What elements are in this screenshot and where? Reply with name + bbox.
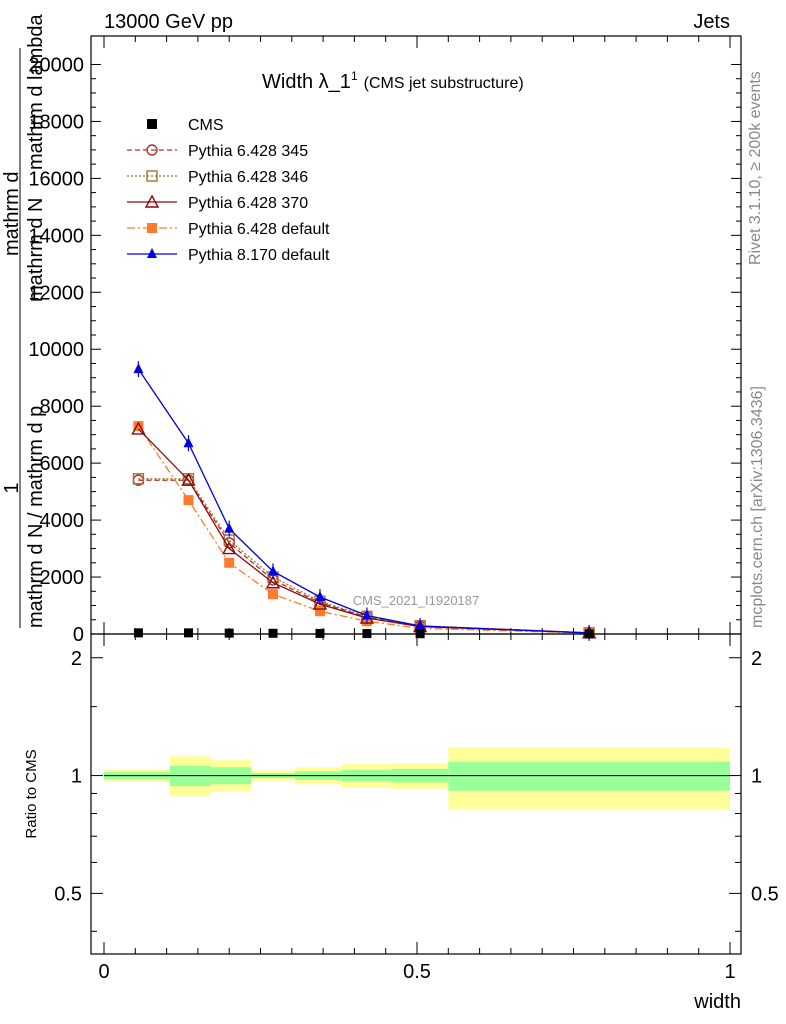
marker-triangle-filled	[133, 363, 144, 374]
plot-title-sup: 1	[351, 69, 358, 83]
rivet-version-label: Rivet 3.1.10, ≥ 200k events	[747, 71, 764, 265]
marker-square-filled	[224, 628, 234, 638]
ratio-y-tick-label-right: 2	[751, 648, 762, 670]
legend-label: Pythia 8.170 default	[188, 247, 330, 264]
ylabel-dn: mathrm d N	[25, 198, 47, 302]
main-y-tick-label: 4000	[40, 510, 85, 532]
marker-triangle-open	[222, 541, 237, 555]
legend-entry: Pythia 6.428 default	[127, 221, 330, 238]
ylabel-denominator: mathrm d N / mathrm d p	[25, 406, 47, 628]
header-right: Jets	[693, 11, 730, 33]
series-line	[137, 368, 590, 634]
ratio-y-tick-label: 0.5	[54, 883, 82, 905]
legend-entry: Pythia 6.428 370	[127, 194, 308, 212]
marker-triangle-open	[312, 596, 328, 610]
legend-label: CMS	[188, 117, 224, 134]
marker-triangle-open	[131, 421, 146, 435]
marker-square-filled	[133, 628, 143, 638]
main-y-tick-label: 12000	[28, 282, 84, 304]
marker-triangle-open	[181, 472, 196, 486]
marker-triangle-filled	[361, 609, 372, 620]
ylabel-d: mathrm d	[1, 172, 23, 256]
series-line	[137, 428, 590, 634]
main-y-tick-label: 0	[73, 624, 84, 646]
ratio-y-tick-label-right: 0.5	[751, 883, 779, 905]
ratio-y-ticks: 0.5 0.5 1 1 2 2	[54, 648, 779, 932]
ratio-y-tick-label: 1	[71, 766, 82, 788]
marker-square-open	[146, 170, 158, 182]
marker-square-filled	[147, 223, 157, 233]
plot-title-suffix: (CMS jet substructure)	[364, 75, 524, 92]
marker-triangle-open	[144, 194, 160, 208]
main-y-tick-label: 18000	[28, 111, 84, 133]
marker-square-filled	[184, 628, 194, 638]
ylabel-numerator: 1	[1, 482, 23, 493]
ratio-y-axis-label: Ratio to CMS	[23, 749, 40, 838]
marker-triangle-filled	[415, 620, 426, 631]
main-y-ticks: 0 2000 4000 6000 8000 10000 12000 14000 16000 180…	[28, 54, 741, 646]
main-y-tick-label: 8000	[40, 396, 85, 418]
marker-square-filled	[147, 119, 157, 129]
legend-label: Pythia 6.428 345	[188, 143, 308, 160]
marker-circle-open	[146, 144, 158, 156]
legend-label: Pythia 6.428 370	[188, 195, 308, 212]
main-panel: 0 2000 4000 6000 8000 10000 12000 14000 16000 180…	[28, 35, 742, 646]
legend: CMS Pythia 6.428 345 Pythia 6.428 346 Pythi…	[127, 117, 330, 264]
plot-title: Width λ_11 (CMS jet substructure)	[262, 69, 524, 93]
main-y-tick-label: 20000	[28, 54, 84, 76]
main-y-tick-label: 10000	[28, 339, 84, 361]
ratio-uncertainty-bands	[104, 747, 730, 810]
header-left: 13000 GeV pp	[104, 11, 233, 33]
marker-triangle-filled	[224, 522, 235, 533]
marker-square-filled	[224, 557, 235, 568]
marker-square-filled	[133, 421, 144, 432]
legend-entry: Pythia 6.428 345	[127, 143, 308, 160]
legend-label: Pythia 6.428 default	[188, 221, 330, 238]
marker-triangle-filled	[314, 590, 325, 601]
series-line	[138, 479, 590, 634]
ratio-y-tick-label: 2	[71, 648, 82, 670]
x-tick-label: 0.5	[403, 961, 431, 983]
main-y-tick-label: 16000	[28, 168, 84, 190]
series-lines	[131, 361, 597, 641]
x-tick-label: 0	[98, 961, 109, 983]
marker-triangle-filled	[268, 565, 279, 576]
legend-entry: Pythia 6.428 346	[127, 169, 308, 186]
main-y-axis-label: 1 mathrm d N / mathrm d p mathrm d mathr…	[1, 14, 47, 628]
x-tick-label: 1	[724, 961, 735, 983]
marker-triangle-open	[265, 575, 281, 589]
marker-square-filled	[268, 589, 279, 600]
plot-title-main: Width λ_1	[262, 71, 351, 93]
analysis-watermark: CMS_2021_I1920187	[353, 593, 480, 608]
legend-label: Pythia 6.428 346	[188, 169, 308, 186]
main-y-tick-label: 6000	[40, 453, 85, 475]
x-axis-label: width	[693, 991, 741, 1013]
marker-square-open	[132, 473, 145, 485]
series-pythia-6-428-345	[132, 474, 595, 639]
ratio-panel-frame	[90, 633, 742, 955]
marker-triangle-filled	[183, 437, 194, 448]
marker-square-filled	[314, 606, 325, 617]
ratio-inner-band	[448, 761, 730, 791]
marker-square-filled	[268, 628, 278, 638]
mcplots-credit-label: mcplots.cern.ch [arXiv:1306.3436]	[749, 386, 766, 628]
ratio-x-ticks: 0 0.5 1	[98, 634, 736, 983]
legend-entry: CMS	[147, 117, 224, 134]
series-line	[138, 478, 590, 634]
marker-triangle-filled	[147, 248, 157, 258]
ratio-panel: 0.5 0.51 12 2 0 0.5 1 Ratio to CMS width	[23, 633, 779, 1013]
legend-entry: Pythia 8.170 default	[127, 247, 330, 264]
marker-square-filled	[183, 495, 194, 506]
main-y-tick-label: 2000	[40, 567, 85, 589]
series-line	[137, 425, 590, 634]
ylabel-dlambda: mathrm d lambda	[25, 14, 47, 170]
ratio-y-tick-label-right: 1	[751, 766, 762, 788]
main-y-tick-label: 14000	[28, 225, 84, 247]
